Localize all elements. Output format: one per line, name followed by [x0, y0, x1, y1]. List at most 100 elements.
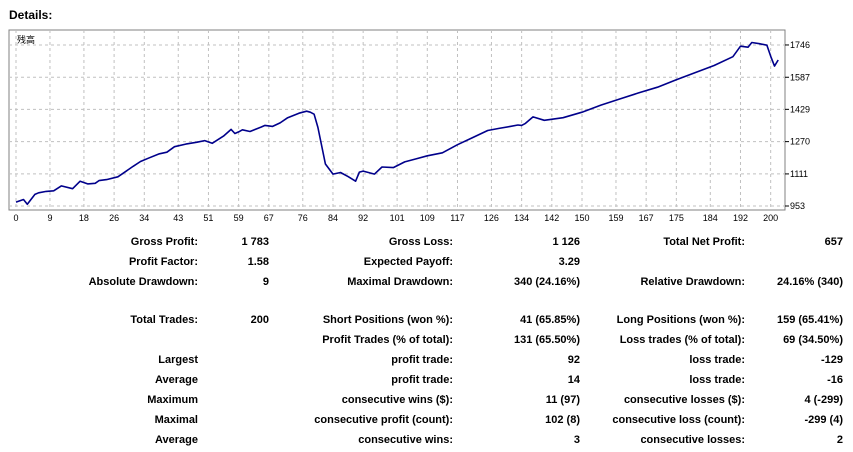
stat-label: consecutive losses:: [640, 434, 745, 446]
stat-label: Absolute Drawdown:: [88, 276, 198, 288]
x-tick-label: 126: [484, 213, 499, 223]
x-tick-label: 67: [264, 213, 274, 223]
x-tick-label: 159: [608, 213, 623, 223]
stat-value: [203, 350, 269, 370]
balance-chart: 0 9 18 26 34 43 51 59 67 76 84 92 101 109 117 126 134 142…: [8, 29, 810, 223]
stat-label: Expected Payoff:: [363, 256, 453, 268]
stat-label: Long Positions (won %):: [616, 314, 745, 326]
stat-value: 3.29: [558, 256, 580, 268]
x-tick-label: 0: [13, 213, 18, 223]
stats-row: Absolute Drawdown: 9 Maximal Drawdown: 3…: [8, 272, 843, 292]
x-tick-label: 76: [298, 213, 308, 223]
stat-label: Profit Factor:: [128, 256, 198, 268]
stat-label: Gross Loss:: [388, 236, 453, 248]
stat-label: Short Positions (won %):: [322, 314, 453, 326]
details-title: Details:: [9, 8, 53, 22]
stat-value: 92: [567, 354, 580, 366]
stat-label: [8, 330, 203, 350]
x-tick-label: 18: [79, 213, 89, 223]
y-axis-ticks: 1746 1587 1429 1270 1111 953: [785, 40, 810, 211]
balance-series-line: [15, 41, 779, 205]
stat-label: Maximum: [147, 394, 198, 406]
stats-table: Gross Profit: 1 783 Gross Loss: 1 126 To…: [8, 232, 843, 450]
x-tick-label: 184: [703, 213, 718, 223]
stat-value: 102 (8): [545, 414, 580, 426]
stats-row: Maximum consecutive wins ($): 11 (97) co…: [8, 390, 843, 410]
x-tick-label: 109: [420, 213, 435, 223]
stat-value: [750, 252, 843, 272]
y-tick-label: 1111: [790, 169, 808, 179]
stat-value: -299 (4): [804, 414, 843, 426]
x-tick-label: 59: [234, 213, 244, 223]
x-tick-label: 192: [733, 213, 748, 223]
stat-value: 657: [824, 236, 843, 248]
y-tick-label: 1270: [790, 137, 810, 147]
x-tick-label: 26: [109, 213, 119, 223]
x-tick-label: 167: [639, 213, 654, 223]
x-tick-label: 142: [544, 213, 559, 223]
x-tick-label: 9: [47, 213, 52, 223]
stat-value: 1 126: [552, 236, 580, 248]
stat-label: loss trade:: [689, 354, 745, 366]
stat-label: Relative Drawdown:: [640, 276, 745, 288]
stat-value: [203, 430, 269, 450]
x-tick-label: 43: [173, 213, 183, 223]
x-tick-label: 84: [328, 213, 338, 223]
stat-label: Total Net Profit:: [663, 236, 745, 248]
stats-row: Total Trades: 200 Short Positions (won %…: [8, 310, 843, 330]
x-tick-label: 51: [203, 213, 213, 223]
stat-label: Loss trades (% of total):: [619, 334, 745, 346]
x-tick-label: 92: [358, 213, 368, 223]
stat-value: 3: [573, 434, 580, 446]
stat-label: Maximal Drawdown:: [347, 276, 453, 288]
stat-value: 1 783: [241, 236, 269, 248]
x-tick-label: 134: [514, 213, 529, 223]
stat-label: Profit Trades (% of total):: [322, 334, 453, 346]
stat-value: 340 (24.16%): [513, 276, 580, 288]
stats-row: Largest profit trade: 92 loss trade: -12…: [8, 350, 843, 370]
stat-value: 9: [262, 276, 269, 288]
stat-value: 69 (34.50%): [783, 334, 843, 346]
stat-value: 4 (-299): [804, 394, 843, 406]
stat-label: loss trade:: [689, 374, 745, 386]
stat-value: [203, 390, 269, 410]
x-axis-ticks: 0 9 18 26 34 43 51 59 67 76 84 92 101 109 117 126 134 142…: [13, 213, 778, 223]
stats-row: Gross Profit: 1 783 Gross Loss: 1 126 To…: [8, 232, 843, 252]
stat-value: 24.16% (340): [776, 276, 843, 288]
x-tick-label: 200: [763, 213, 778, 223]
stats-row: Average profit trade: 14 loss trade: -16: [8, 370, 843, 390]
y-tick-label: 1587: [790, 72, 810, 82]
stats-row: Average consecutive wins: 3 consecutive …: [8, 430, 843, 450]
stat-value: 11 (97): [545, 394, 580, 406]
stat-value: 131 (65.50%): [513, 334, 580, 346]
stat-label: consecutive losses ($):: [623, 394, 745, 406]
stat-label: [580, 252, 750, 272]
stat-label: Average: [154, 434, 198, 446]
stat-label: profit trade:: [391, 374, 453, 386]
y-tick-label: 1746: [790, 40, 810, 50]
stat-label: consecutive loss (count):: [612, 414, 745, 426]
chart-legend-label: 残高: [17, 34, 35, 46]
stat-value: [203, 330, 269, 350]
stat-label: consecutive wins ($):: [341, 394, 453, 406]
stats-row: Profit Factor: 1.58 Expected Payoff: 3.2…: [8, 252, 843, 272]
y-tick-label: 953: [790, 201, 805, 211]
x-tick-label: 150: [574, 213, 589, 223]
stat-value: 14: [567, 374, 580, 386]
chart-grid: [9, 30, 785, 210]
x-tick-label: 175: [669, 213, 684, 223]
x-tick-label: 34: [139, 213, 149, 223]
stats-row: Maximal consecutive profit (count): 102 …: [8, 410, 843, 430]
stats-row: Profit Trades (% of total): 131 (65.50%)…: [8, 330, 843, 350]
stat-label: Gross Profit:: [130, 236, 198, 248]
stat-value: -129: [820, 354, 843, 366]
stat-label: Maximal: [154, 414, 198, 426]
stat-label: Total Trades:: [130, 314, 198, 326]
stat-value: 41 (65.85%): [520, 314, 580, 326]
stat-label: consecutive profit (count):: [314, 414, 453, 426]
y-tick-label: 1429: [790, 104, 810, 114]
stat-label: Largest: [158, 354, 198, 366]
stat-label: Average: [154, 374, 198, 386]
x-tick-label: 101: [390, 213, 405, 223]
x-tick-label: 117: [450, 213, 464, 223]
